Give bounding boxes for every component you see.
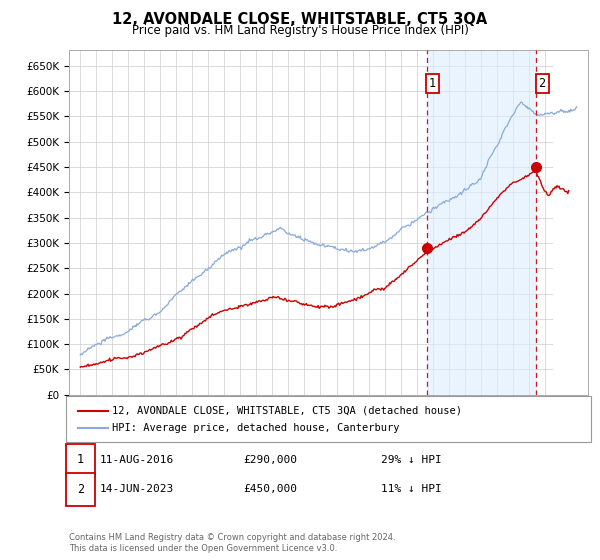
Text: 1: 1 [77,453,84,466]
Text: 11% ↓ HPI: 11% ↓ HPI [381,484,442,494]
Text: 1: 1 [429,77,436,90]
Text: Price paid vs. HM Land Registry's House Price Index (HPI): Price paid vs. HM Land Registry's House … [131,24,469,36]
Text: 2: 2 [77,483,84,496]
Text: £290,000: £290,000 [243,455,297,465]
Text: 12, AVONDALE CLOSE, WHITSTABLE, CT5 3QA: 12, AVONDALE CLOSE, WHITSTABLE, CT5 3QA [112,12,488,27]
Bar [427,50,536,395]
Text: 2: 2 [539,77,545,90]
Text: Contains HM Land Registry data © Crown copyright and database right 2024.
This d: Contains HM Land Registry data © Crown c… [69,533,395,553]
Text: 14-JUN-2023: 14-JUN-2023 [100,484,175,494]
Text: 11-AUG-2016: 11-AUG-2016 [100,455,175,465]
Text: 12, AVONDALE CLOSE, WHITSTABLE, CT5 3QA (detached house): 12, AVONDALE CLOSE, WHITSTABLE, CT5 3QA … [112,405,462,416]
Text: £450,000: £450,000 [243,484,297,494]
Bar [553,50,588,395]
Text: 29% ↓ HPI: 29% ↓ HPI [381,455,442,465]
Text: HPI: Average price, detached house, Canterbury: HPI: Average price, detached house, Cant… [112,423,400,433]
